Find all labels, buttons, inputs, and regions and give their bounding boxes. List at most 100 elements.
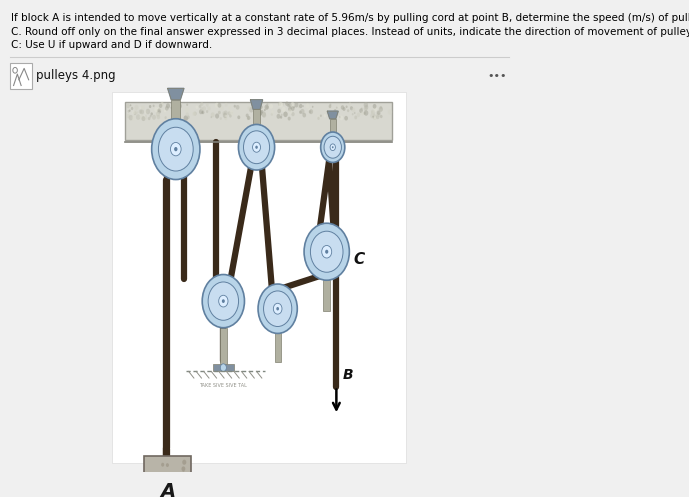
Circle shape	[145, 115, 147, 117]
Circle shape	[330, 144, 336, 151]
Circle shape	[285, 101, 289, 106]
Circle shape	[264, 109, 266, 111]
Circle shape	[243, 131, 269, 164]
Circle shape	[218, 295, 228, 307]
Circle shape	[149, 105, 152, 108]
Circle shape	[388, 109, 392, 115]
Circle shape	[134, 111, 136, 115]
Circle shape	[302, 105, 304, 107]
Circle shape	[262, 113, 266, 118]
Circle shape	[237, 115, 240, 119]
Circle shape	[166, 103, 170, 108]
Circle shape	[352, 113, 353, 115]
Bar	[275, 333, 280, 362]
Circle shape	[234, 105, 236, 107]
Circle shape	[371, 109, 375, 115]
Circle shape	[176, 477, 180, 482]
Text: pulleys 4.png: pulleys 4.png	[37, 70, 116, 83]
Text: TAKE SIVE SIVE TAL: TAKE SIVE SIVE TAL	[199, 383, 247, 388]
Circle shape	[347, 109, 349, 112]
Circle shape	[139, 114, 144, 120]
Circle shape	[129, 115, 133, 120]
Circle shape	[320, 114, 322, 117]
Circle shape	[294, 102, 298, 107]
Circle shape	[215, 103, 219, 108]
Circle shape	[223, 111, 225, 115]
Circle shape	[258, 284, 297, 333]
Circle shape	[255, 146, 258, 149]
Text: •••: •••	[488, 71, 507, 81]
Circle shape	[336, 111, 340, 116]
Circle shape	[379, 107, 383, 112]
Circle shape	[159, 104, 163, 108]
Circle shape	[350, 106, 353, 110]
Circle shape	[261, 106, 263, 108]
Circle shape	[309, 109, 313, 114]
Circle shape	[141, 116, 145, 121]
Circle shape	[359, 108, 363, 113]
Circle shape	[350, 106, 352, 108]
Circle shape	[183, 472, 187, 477]
Circle shape	[164, 480, 169, 486]
Circle shape	[201, 110, 205, 114]
Circle shape	[157, 108, 161, 114]
Circle shape	[229, 114, 232, 118]
Circle shape	[131, 107, 133, 110]
Circle shape	[376, 115, 380, 119]
Circle shape	[222, 299, 225, 303]
Bar	[323, 280, 330, 311]
Polygon shape	[167, 88, 184, 100]
Circle shape	[225, 115, 227, 117]
Circle shape	[380, 106, 382, 109]
Circle shape	[364, 105, 369, 110]
Circle shape	[283, 111, 288, 117]
Circle shape	[142, 115, 146, 120]
Circle shape	[278, 102, 283, 107]
Circle shape	[198, 105, 201, 108]
Circle shape	[264, 291, 292, 327]
Text: A: A	[160, 482, 175, 497]
Circle shape	[236, 105, 240, 110]
Text: C. Round off only on the final answer expressed in 3 decimal places. Instead of : C. Round off only on the final answer ex…	[10, 27, 689, 37]
Circle shape	[161, 102, 164, 106]
Circle shape	[130, 104, 132, 106]
Circle shape	[311, 231, 343, 272]
Circle shape	[185, 112, 189, 117]
Circle shape	[363, 111, 366, 115]
Circle shape	[157, 107, 160, 110]
Circle shape	[165, 106, 169, 111]
Circle shape	[336, 106, 338, 109]
Circle shape	[299, 104, 302, 108]
Circle shape	[150, 115, 152, 117]
Text: B: B	[342, 368, 353, 382]
Text: C: Use U if upward and D if downward.: C: Use U if upward and D if downward.	[10, 40, 212, 50]
Circle shape	[316, 115, 320, 120]
Circle shape	[288, 107, 292, 111]
Circle shape	[182, 460, 186, 465]
Circle shape	[206, 103, 209, 107]
Circle shape	[247, 106, 251, 110]
Circle shape	[354, 112, 356, 114]
Circle shape	[170, 107, 172, 109]
Circle shape	[183, 115, 188, 121]
Circle shape	[127, 110, 130, 113]
Circle shape	[246, 113, 249, 117]
Circle shape	[154, 489, 158, 493]
Circle shape	[157, 109, 160, 112]
Circle shape	[172, 481, 176, 486]
Circle shape	[300, 109, 305, 114]
Circle shape	[150, 112, 153, 115]
Bar	[144, 456, 191, 497]
Circle shape	[153, 104, 154, 107]
Circle shape	[349, 102, 351, 105]
Circle shape	[380, 115, 382, 118]
Circle shape	[371, 110, 373, 113]
Circle shape	[126, 104, 130, 108]
Circle shape	[178, 103, 182, 108]
Circle shape	[302, 113, 306, 117]
Circle shape	[282, 107, 286, 112]
Circle shape	[200, 102, 202, 105]
Circle shape	[317, 117, 320, 120]
Circle shape	[324, 114, 327, 117]
Circle shape	[299, 110, 302, 114]
